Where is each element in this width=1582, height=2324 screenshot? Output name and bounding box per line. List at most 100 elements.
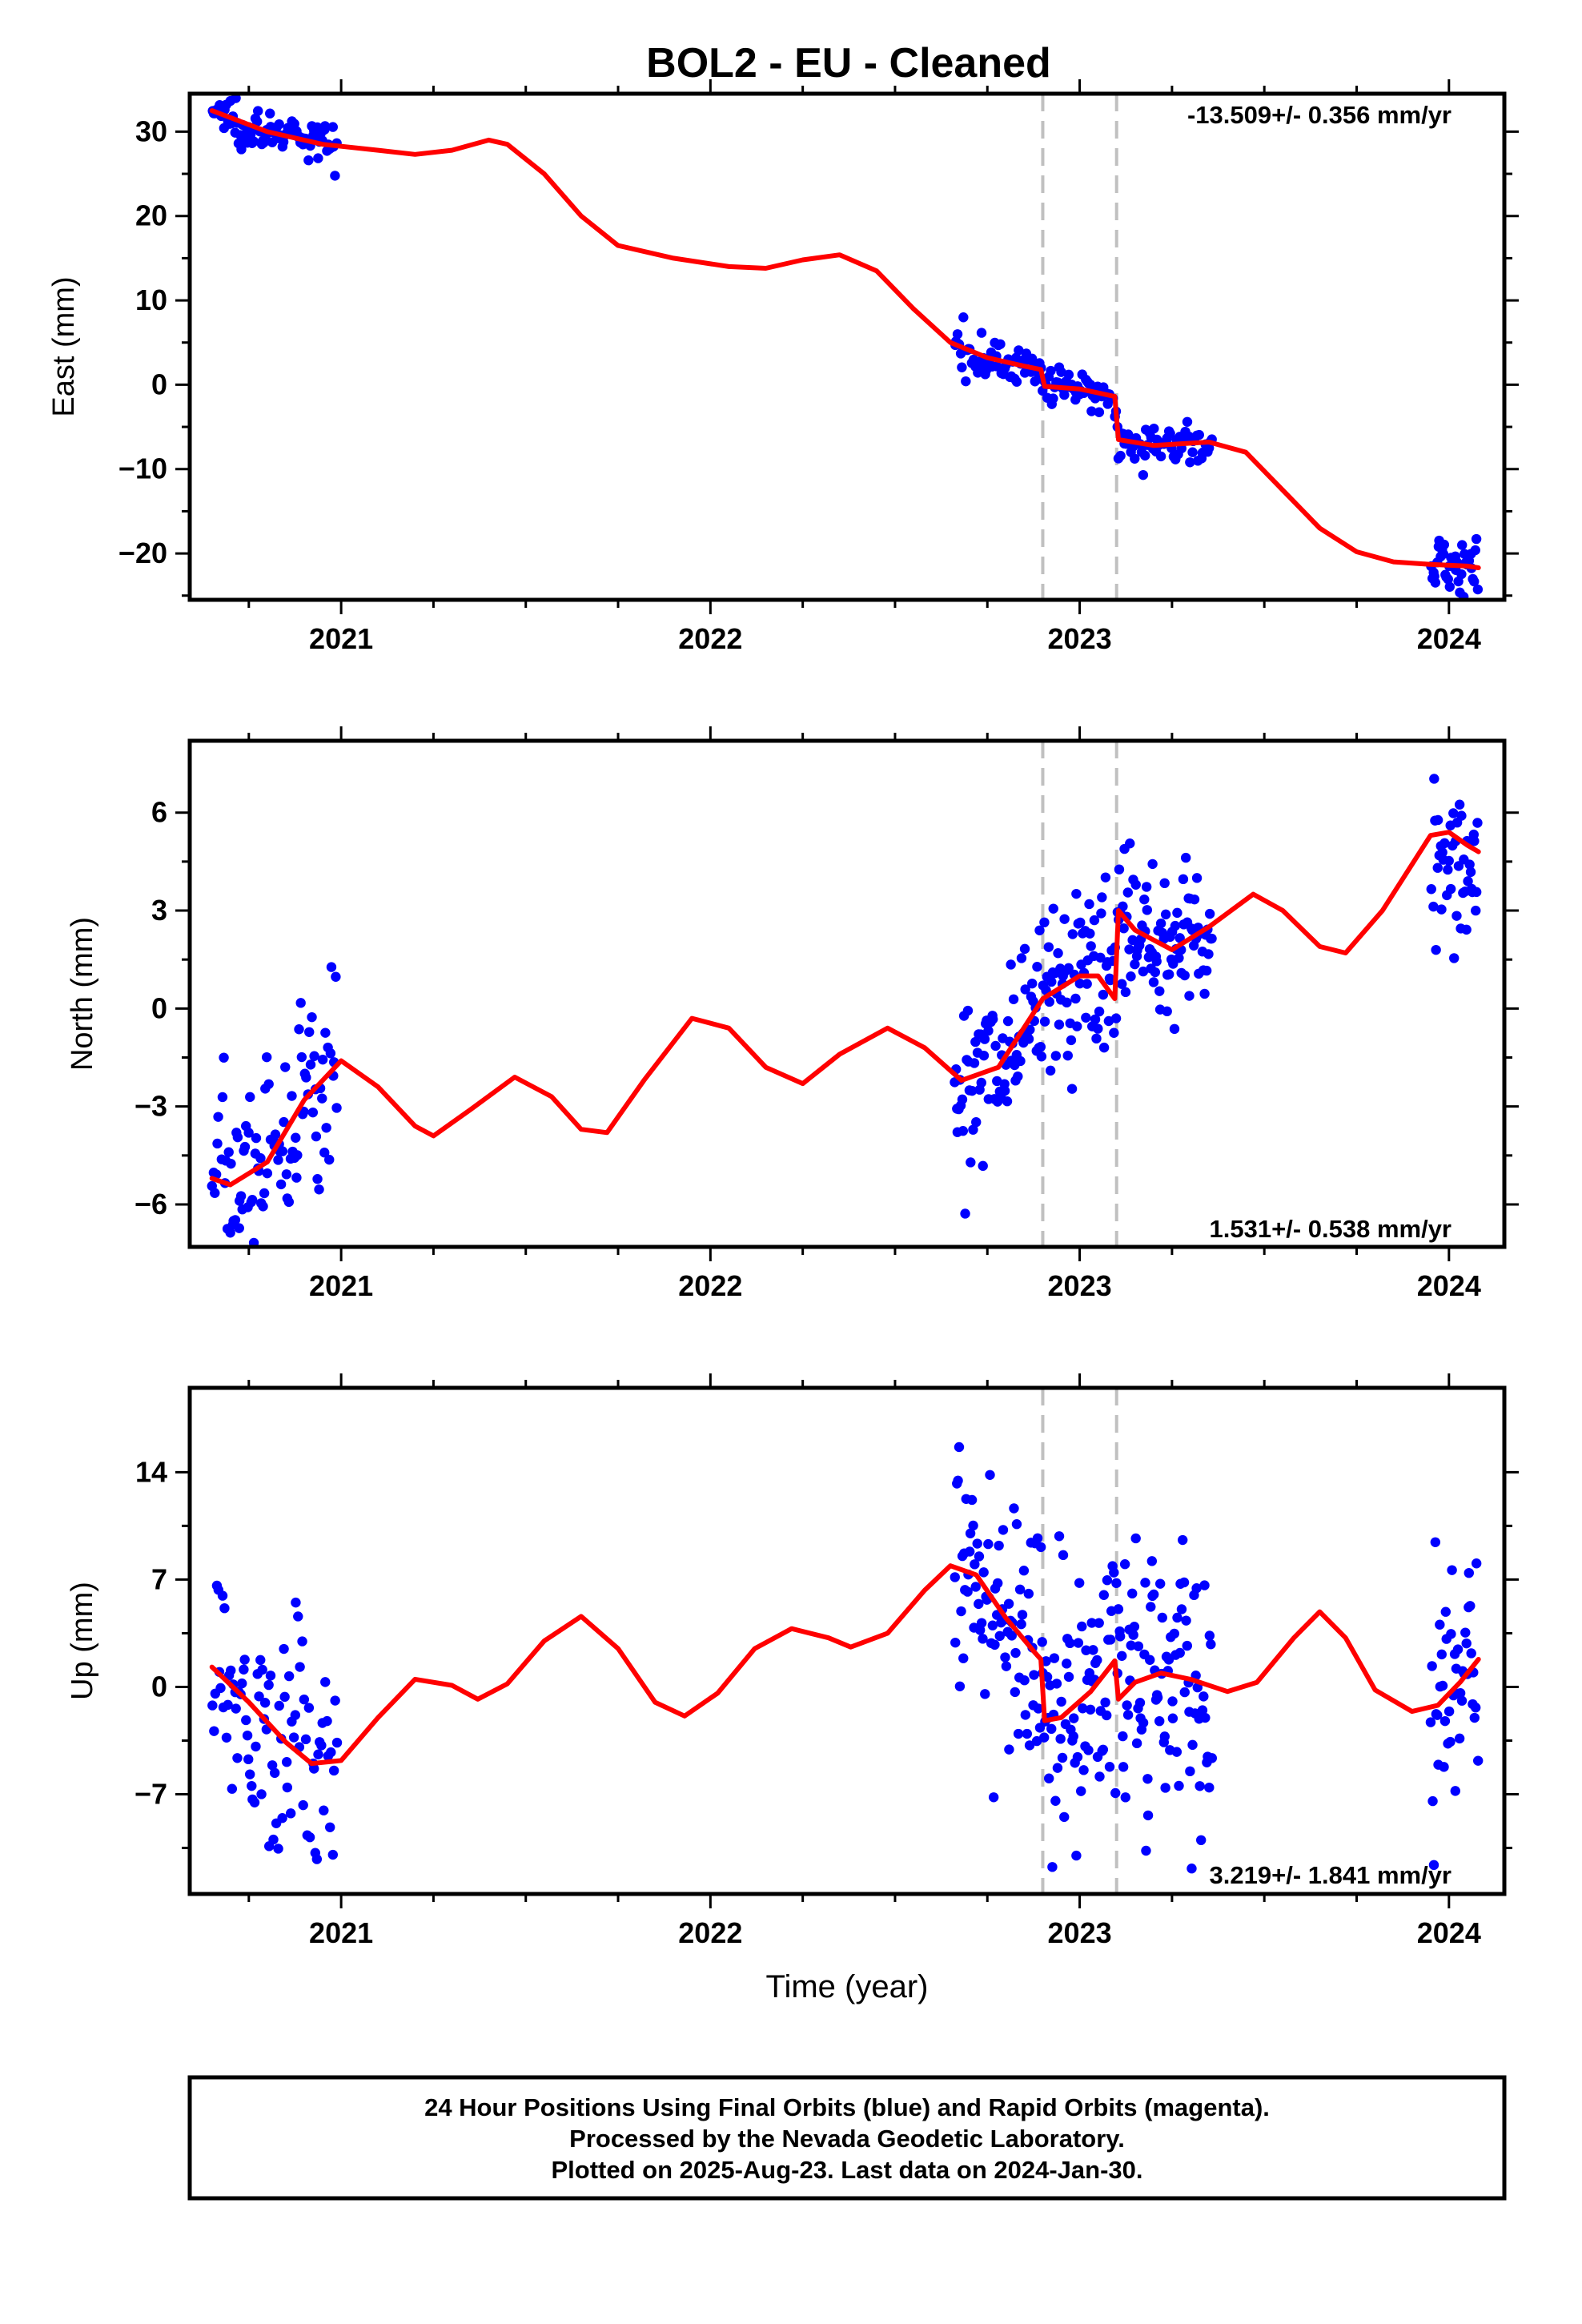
data-point [328,1765,339,1776]
data-point [1130,879,1141,890]
data-point [1014,1584,1026,1595]
data-point [968,1520,978,1531]
data-point [1090,1014,1101,1025]
data-point [1066,1084,1078,1094]
data-point [1045,1065,1056,1076]
data-point [1094,1618,1104,1628]
data-point [1066,1035,1077,1046]
data-point [1000,1652,1010,1663]
data-point [1182,1640,1192,1651]
data-point [1081,1645,1091,1655]
x-tick-label: 2022 [678,1269,742,1302]
data-point [1439,838,1450,849]
data-point [280,1062,291,1072]
data-point [288,1732,299,1743]
data-point [1138,469,1149,480]
data-point [255,1655,266,1666]
data-point [279,1691,290,1703]
data-point [1072,1021,1082,1031]
data-point [1165,428,1175,439]
data-point [1428,901,1439,912]
data-point [1196,1835,1207,1846]
data-point [1126,971,1136,982]
data-point [268,1834,279,1845]
data-point [307,1011,317,1023]
data-point [311,1854,323,1864]
data-point [1052,1763,1063,1773]
data-point [1047,1862,1058,1872]
data-point [1056,367,1066,377]
data-point [1055,1734,1066,1744]
data-point [1148,1589,1159,1600]
data-point [259,1188,270,1199]
data-point [1140,450,1150,461]
data-point [1084,899,1094,910]
data-point [1472,1755,1484,1766]
data-point [1046,1723,1057,1735]
data-point [1138,966,1149,977]
data-point [317,1054,328,1065]
data-point [236,144,247,155]
data-point [958,1126,969,1136]
plot-frame [187,91,1507,602]
chart-title: BOL2 - EU - Cleaned [646,40,1051,86]
data-point [1134,1698,1146,1708]
data-point [326,962,337,972]
data-point [1118,923,1129,934]
data-point [1050,1051,1062,1061]
data-point [1187,1739,1198,1751]
data-point [274,119,284,130]
data-point [1179,1687,1190,1698]
data-point [1118,901,1128,912]
data-point [1019,1675,1030,1686]
data-point [1439,1762,1449,1772]
data-point [957,362,967,372]
data-point [1177,1534,1188,1546]
x-tick-label: 2023 [1048,622,1112,655]
data-point [321,1123,331,1133]
data-point [1076,1786,1086,1796]
data-point [1186,1864,1197,1874]
data-point [267,1273,277,1282]
data-point [1445,1736,1456,1747]
data-point [1083,1745,1094,1755]
data-point [294,1024,304,1035]
data-point [1089,915,1100,926]
data-point [1444,581,1455,592]
data-point [1155,451,1166,462]
data-point [950,1637,961,1648]
data-point [1105,1634,1116,1645]
data-point [255,1153,266,1164]
data-point [1181,1615,1191,1626]
data-point [1101,1710,1112,1721]
data-point [1119,1559,1130,1570]
data-point [990,1639,1000,1651]
data-point [319,121,331,131]
data-point [1077,1621,1087,1632]
data-point [304,1027,315,1037]
data-point [257,1664,267,1675]
data-point [251,116,263,127]
data-point [1206,1639,1216,1650]
plot-area [207,690,1483,1282]
x-tick-label: 2022 [678,1916,742,1949]
data-point [219,1602,230,1614]
data-point [1086,406,1097,416]
data-point [239,1664,249,1675]
data-point [1044,1773,1054,1783]
data-point [1207,933,1217,944]
data-point [1006,959,1016,970]
data-point [1199,988,1210,999]
data-point [1039,917,1050,928]
data-point [1059,914,1070,924]
data-point [1098,989,1109,1000]
x-tick-label: 2023 [1048,1916,1112,1949]
data-point [1127,1588,1138,1599]
data-point [320,1677,331,1687]
data-point [296,1051,307,1063]
data-point [325,1048,336,1059]
data-point [1036,1051,1047,1062]
data-point [1151,956,1162,967]
data-point [1082,979,1092,989]
data-point [1427,690,1436,699]
